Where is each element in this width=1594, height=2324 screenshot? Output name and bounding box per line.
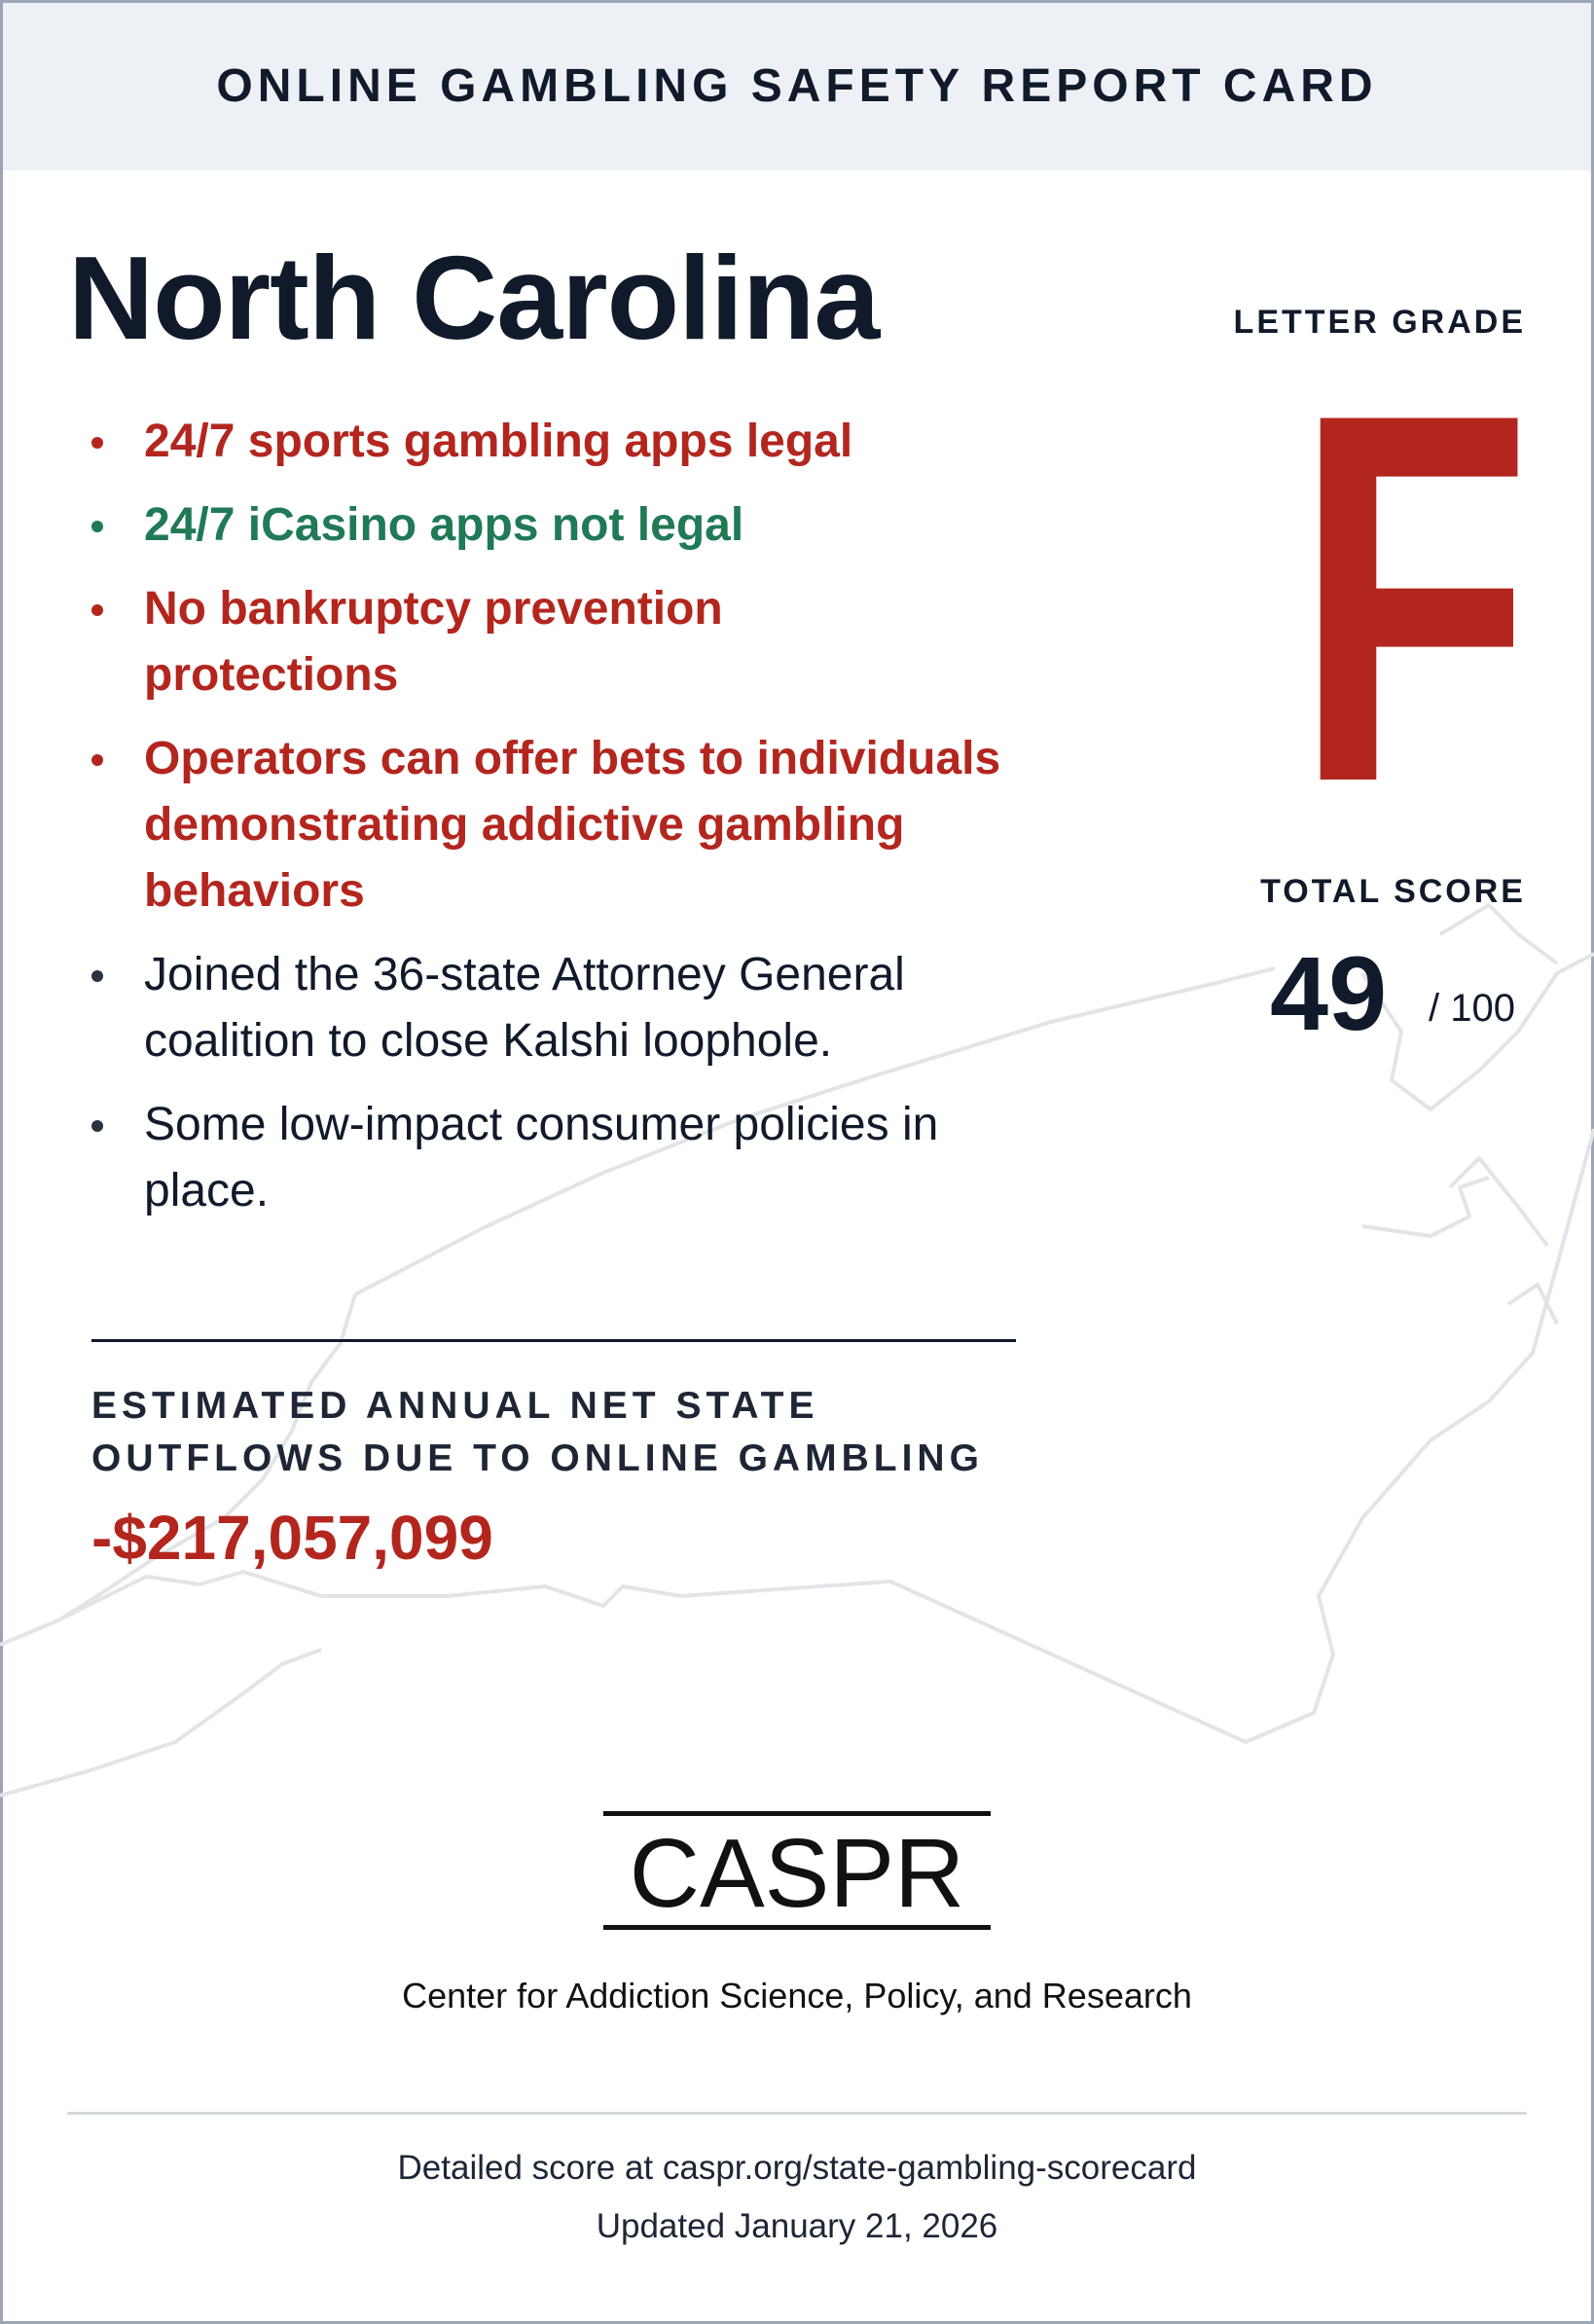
report-title: ONLINE GAMBLING SAFETY REPORT CARD: [216, 60, 1378, 112]
bullet-item: 24/7 sports gambling apps legal: [91, 409, 1059, 475]
bullet-dot-icon: [91, 437, 103, 449]
bullet-text: 24/7 sports gambling apps legal: [144, 416, 853, 467]
bullet-text: Some low-impact consumer policies in pla…: [144, 1099, 939, 1216]
total-score-max: / 100: [1429, 987, 1515, 1030]
bullet-dot-icon: [91, 521, 103, 532]
updated-date: Updated January 21, 2026: [596, 2207, 998, 2245]
logo-bottom-rule: [603, 1925, 991, 1930]
detailed-score-link[interactable]: Detailed score at caspr.org/state-gambli…: [397, 2149, 1197, 2187]
outflows-value: -$217,057,099: [91, 1503, 493, 1573]
bullet-text: Joined the 36-state Attorney General coa…: [144, 949, 905, 1067]
policy-bullets: 24/7 sports gambling apps legal 24/7 iCa…: [91, 409, 1045, 1242]
bullet-dot-icon: [91, 604, 103, 616]
bullet-dot-icon: [91, 1120, 103, 1132]
caspr-logo: CASPR: [629, 1819, 965, 1928]
bullet-item: Some low-impact consumer policies in pla…: [91, 1092, 1059, 1224]
bullet-item: No bankruptcy prevention protections: [91, 576, 815, 708]
section-divider: [91, 1339, 1016, 1342]
bullet-text: No bankruptcy prevention protections: [144, 583, 723, 701]
state-name: North Carolina: [68, 232, 880, 364]
total-score-value: 49: [1270, 934, 1388, 1052]
bullet-text: Operators can offer bets to individuals …: [144, 733, 1001, 917]
header-band: ONLINE GAMBLING SAFETY REPORT CARD: [3, 3, 1591, 170]
total-score-label: TOTAL SCORE: [1260, 873, 1526, 910]
bullet-dot-icon: [91, 754, 103, 766]
organization-name: Center for Addiction Science, Policy, an…: [402, 1976, 1192, 2015]
outflows-label: ESTIMATED ANNUAL NET STATE OUTFLOWS DUE …: [91, 1385, 984, 1479]
letter-grade-label: LETTER GRADE: [1233, 304, 1526, 341]
bullet-text: 24/7 iCasino apps not legal: [144, 499, 744, 551]
bullet-dot-icon: [91, 970, 103, 982]
letter-grade: F: [1294, 305, 1533, 891]
logo-top-rule: [603, 1811, 991, 1816]
footer-divider: [67, 2112, 1527, 2115]
bullet-item: 24/7 iCasino apps not legal: [91, 492, 1045, 559]
bullet-item: Operators can offer bets to individuals …: [91, 726, 1049, 925]
bullet-item: Joined the 36-state Attorney General coa…: [91, 942, 971, 1074]
